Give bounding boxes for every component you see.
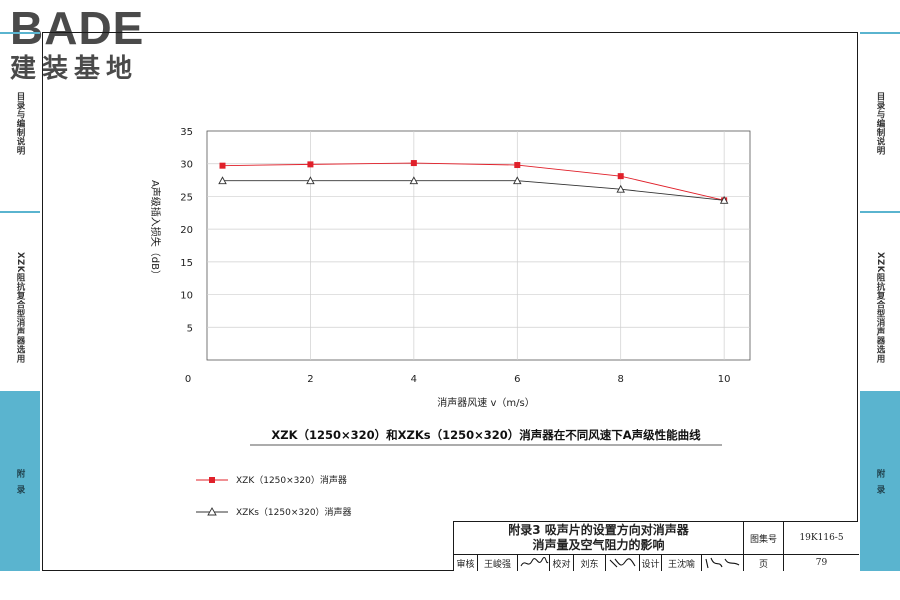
legend-marker-xzks [207, 507, 217, 516]
axis-labels: 5 10 15 20 25 30 35 0 2 4 6 8 10 [180, 127, 730, 385]
check-name: 刘东 [574, 555, 606, 571]
x-tick-label: 4 [411, 374, 417, 385]
tab-contents[interactable]: 目录与编制说明 [0, 92, 40, 210]
data-point-xzks [409, 176, 419, 185]
y-tick-label: 10 [180, 291, 193, 302]
x-tick-label: 6 [514, 374, 520, 385]
x-tick-label: 0 [185, 374, 191, 385]
chart-title: XZK（1250×320）和XZKs（1250×320）消声器在不同风速下A声级… [271, 428, 701, 442]
y-tick-label: 5 [187, 323, 193, 334]
x-axis-label: 消声器风速 v（m/s） [437, 396, 534, 409]
x-tick-label: 2 [307, 374, 313, 385]
y-tick-label: 35 [180, 127, 193, 138]
atlas-number: 19K116-5 [784, 522, 859, 555]
data-point-xzks [616, 184, 625, 193]
signature-scribble [704, 557, 739, 569]
tab-separator [0, 211, 40, 213]
drawing-frame [42, 32, 858, 571]
data-point-xzks [306, 176, 315, 185]
chart-legend: XZK（1250×320）消声器 XZKs（1250×320）消声器 [196, 474, 352, 518]
page-label: 页 [744, 555, 784, 571]
design-signature [702, 555, 744, 571]
drawing-title-line1: 附录3 吸声片的设置方向对消声器 [508, 523, 689, 537]
design-label: 设计 [640, 555, 662, 571]
page-number: 79 [815, 558, 828, 568]
tab-label: XZK阻抗复合型消声器选用 [15, 252, 25, 363]
tab-xzk-selection[interactable]: XZK阻抗复合型消声器选用 [0, 252, 40, 387]
signature-scribble [609, 558, 635, 568]
tab-label: 目录与编制说明 [875, 92, 885, 155]
tab-label: 录 [875, 485, 885, 494]
drawing-title: 附录3 吸声片的设置方向对消声器 消声量及空气阻力的影响 [454, 522, 744, 555]
drawing-title-line2: 消声量及空气阻力的影响 [532, 538, 665, 552]
series-lines [218, 160, 729, 204]
y-tick-label: 15 [180, 258, 193, 269]
legend-marker-xzk [209, 477, 215, 483]
tab-appendix[interactable]: 附 录 [860, 391, 900, 571]
series-line-xzk [222, 162, 725, 201]
data-point-xzks [218, 176, 227, 185]
tab-appendix[interactable]: 附 录 [0, 391, 40, 571]
check-label: 校对 [550, 555, 574, 571]
data-point-xzk [219, 162, 226, 169]
signature-scribble [520, 557, 548, 567]
logo-cjk-text: 建装基地 [10, 54, 139, 84]
review-name: 王峻强 [478, 555, 518, 571]
series-line-xzks [222, 180, 725, 201]
tab-label: XZK阻抗复合型消声器选用 [875, 252, 885, 363]
tab-separator [860, 32, 900, 34]
design-name: 王沈喻 [662, 555, 702, 571]
review-label: 审核 [454, 555, 478, 571]
y-tick-label: 20 [180, 225, 193, 236]
legend-label-xzk: XZK（1250×320）消声器 [236, 474, 347, 486]
x-tick-label: 8 [618, 374, 624, 385]
tab-separator [0, 32, 40, 34]
y-tick-label: 30 [180, 160, 193, 171]
review-signature [518, 555, 550, 571]
tab-xzk-selection[interactable]: XZK阻抗复合型消声器选用 [860, 252, 900, 387]
plot-frame [206, 130, 751, 361]
data-point-xzk [410, 160, 417, 167]
tab-separator [860, 211, 900, 213]
tab-label: 目录与编制说明 [15, 92, 25, 155]
check-signature [606, 555, 640, 571]
x-tick-label: 10 [718, 374, 731, 385]
atlas-number-label: 图集号 [744, 522, 784, 555]
data-point-xzks [513, 176, 522, 185]
logo-wordmark: BADE [10, 2, 145, 54]
tab-label: 附 [15, 469, 25, 478]
bade-logo: BADE 建装基地 [4, 2, 176, 84]
tab-label: 附 [875, 469, 885, 478]
grid-lines [206, 130, 751, 361]
y-tick-label: 25 [180, 192, 193, 203]
title-block: 附录3 吸声片的设置方向对消声器 消声量及空气阻力的影响 图集号 19K116-… [453, 521, 859, 571]
data-point-xzks [719, 195, 729, 204]
y-axis-label: A声级插入损失（dB） [149, 180, 162, 280]
tab-label: 录 [15, 485, 25, 494]
data-point-xzk [307, 161, 314, 168]
data-point-xzk [617, 173, 624, 180]
tab-contents[interactable]: 目录与编制说明 [860, 92, 900, 210]
data-point-xzk [514, 162, 521, 169]
legend-label-xzks: XZKs（1250×320）消声器 [236, 506, 352, 518]
